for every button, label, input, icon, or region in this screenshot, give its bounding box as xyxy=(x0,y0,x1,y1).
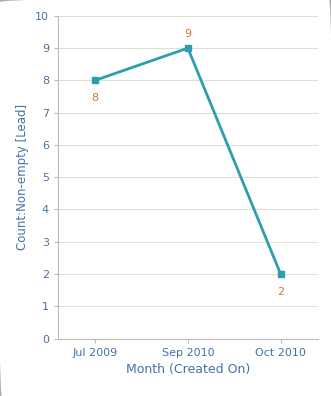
Text: 8: 8 xyxy=(91,93,99,103)
X-axis label: Month (Created On): Month (Created On) xyxy=(126,363,250,376)
Y-axis label: Count:Non-empty [Lead]: Count:Non-empty [Lead] xyxy=(16,104,29,250)
Text: 2: 2 xyxy=(277,287,284,297)
Text: 9: 9 xyxy=(184,29,191,38)
